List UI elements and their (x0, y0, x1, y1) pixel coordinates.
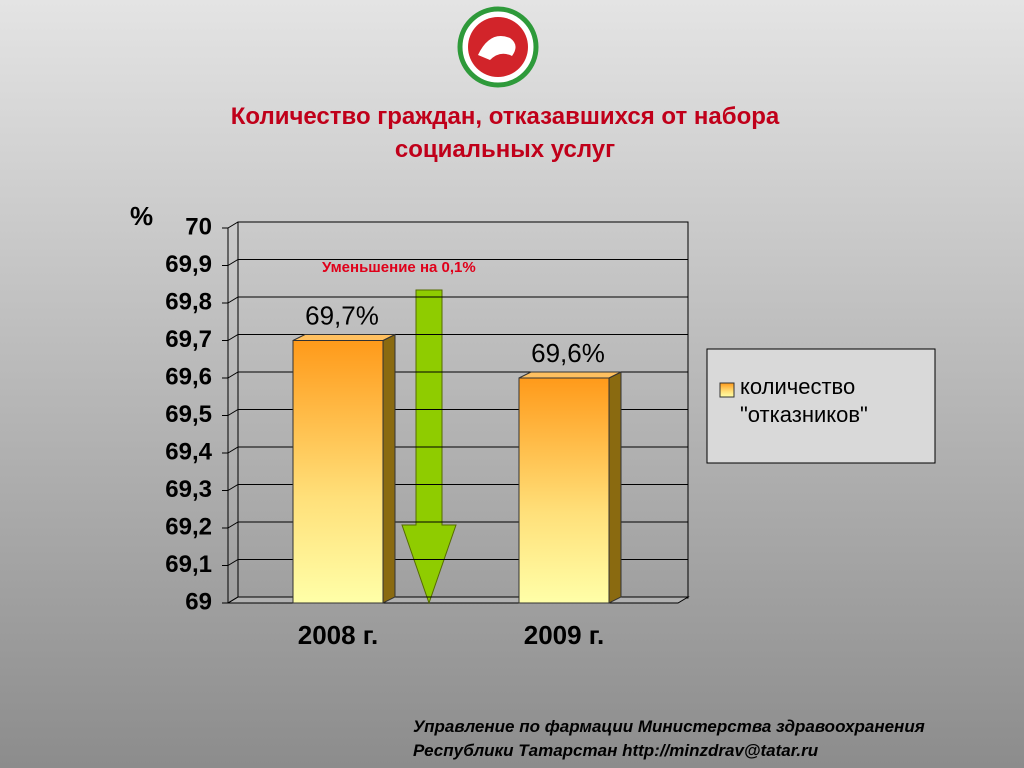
x-tick-label: 2009 г. (524, 620, 605, 650)
y-tick-label: 69,3 (165, 476, 212, 503)
legend-swatch (719, 382, 735, 398)
slide-title: Количество граждан, отказавшихся от набо… (230, 103, 780, 163)
grid-line (227, 259, 688, 266)
legend-entry: количество "отказников" (740, 374, 868, 427)
x-tick-label: 2008 г. (298, 620, 379, 650)
y-tick-label: 69,2 (165, 513, 212, 540)
data-label: 69,7% (305, 300, 379, 330)
y-tick-label: 69,9 (165, 251, 212, 278)
y-tick-label: 70 (185, 213, 212, 240)
y-tick-label: 69,6 (165, 363, 212, 390)
grid-line (227, 296, 688, 304)
legend (706, 348, 936, 464)
logo (457, 6, 539, 88)
grid-line (227, 221, 688, 229)
data-label: 69,6% (531, 338, 605, 368)
grid-line (227, 334, 688, 341)
y-tick-label: 69,4 (165, 438, 212, 465)
bar-top (292, 334, 396, 341)
y-tick-label: 69 (185, 588, 212, 615)
y-axis-label: % (130, 201, 153, 231)
legend-text-box: количество "отказников" (740, 374, 868, 427)
y-tick-label: 69,1 (165, 551, 212, 578)
footer-line: Управление по фармации Министерства здра… (413, 717, 925, 736)
footer-line: Республики Татарстан http://minzdrav@tat… (413, 741, 819, 760)
y-tick-label: 69,8 (165, 288, 212, 315)
y-tick-label: 69,7 (165, 326, 212, 353)
bar-top (518, 371, 622, 379)
y-tick-label: 69,5 (165, 401, 212, 428)
bar-side (382, 333, 396, 604)
bar-side (608, 371, 622, 604)
bar (518, 377, 610, 604)
bar (292, 340, 384, 604)
annotation: Уменьшение на 0,1% (322, 259, 476, 276)
